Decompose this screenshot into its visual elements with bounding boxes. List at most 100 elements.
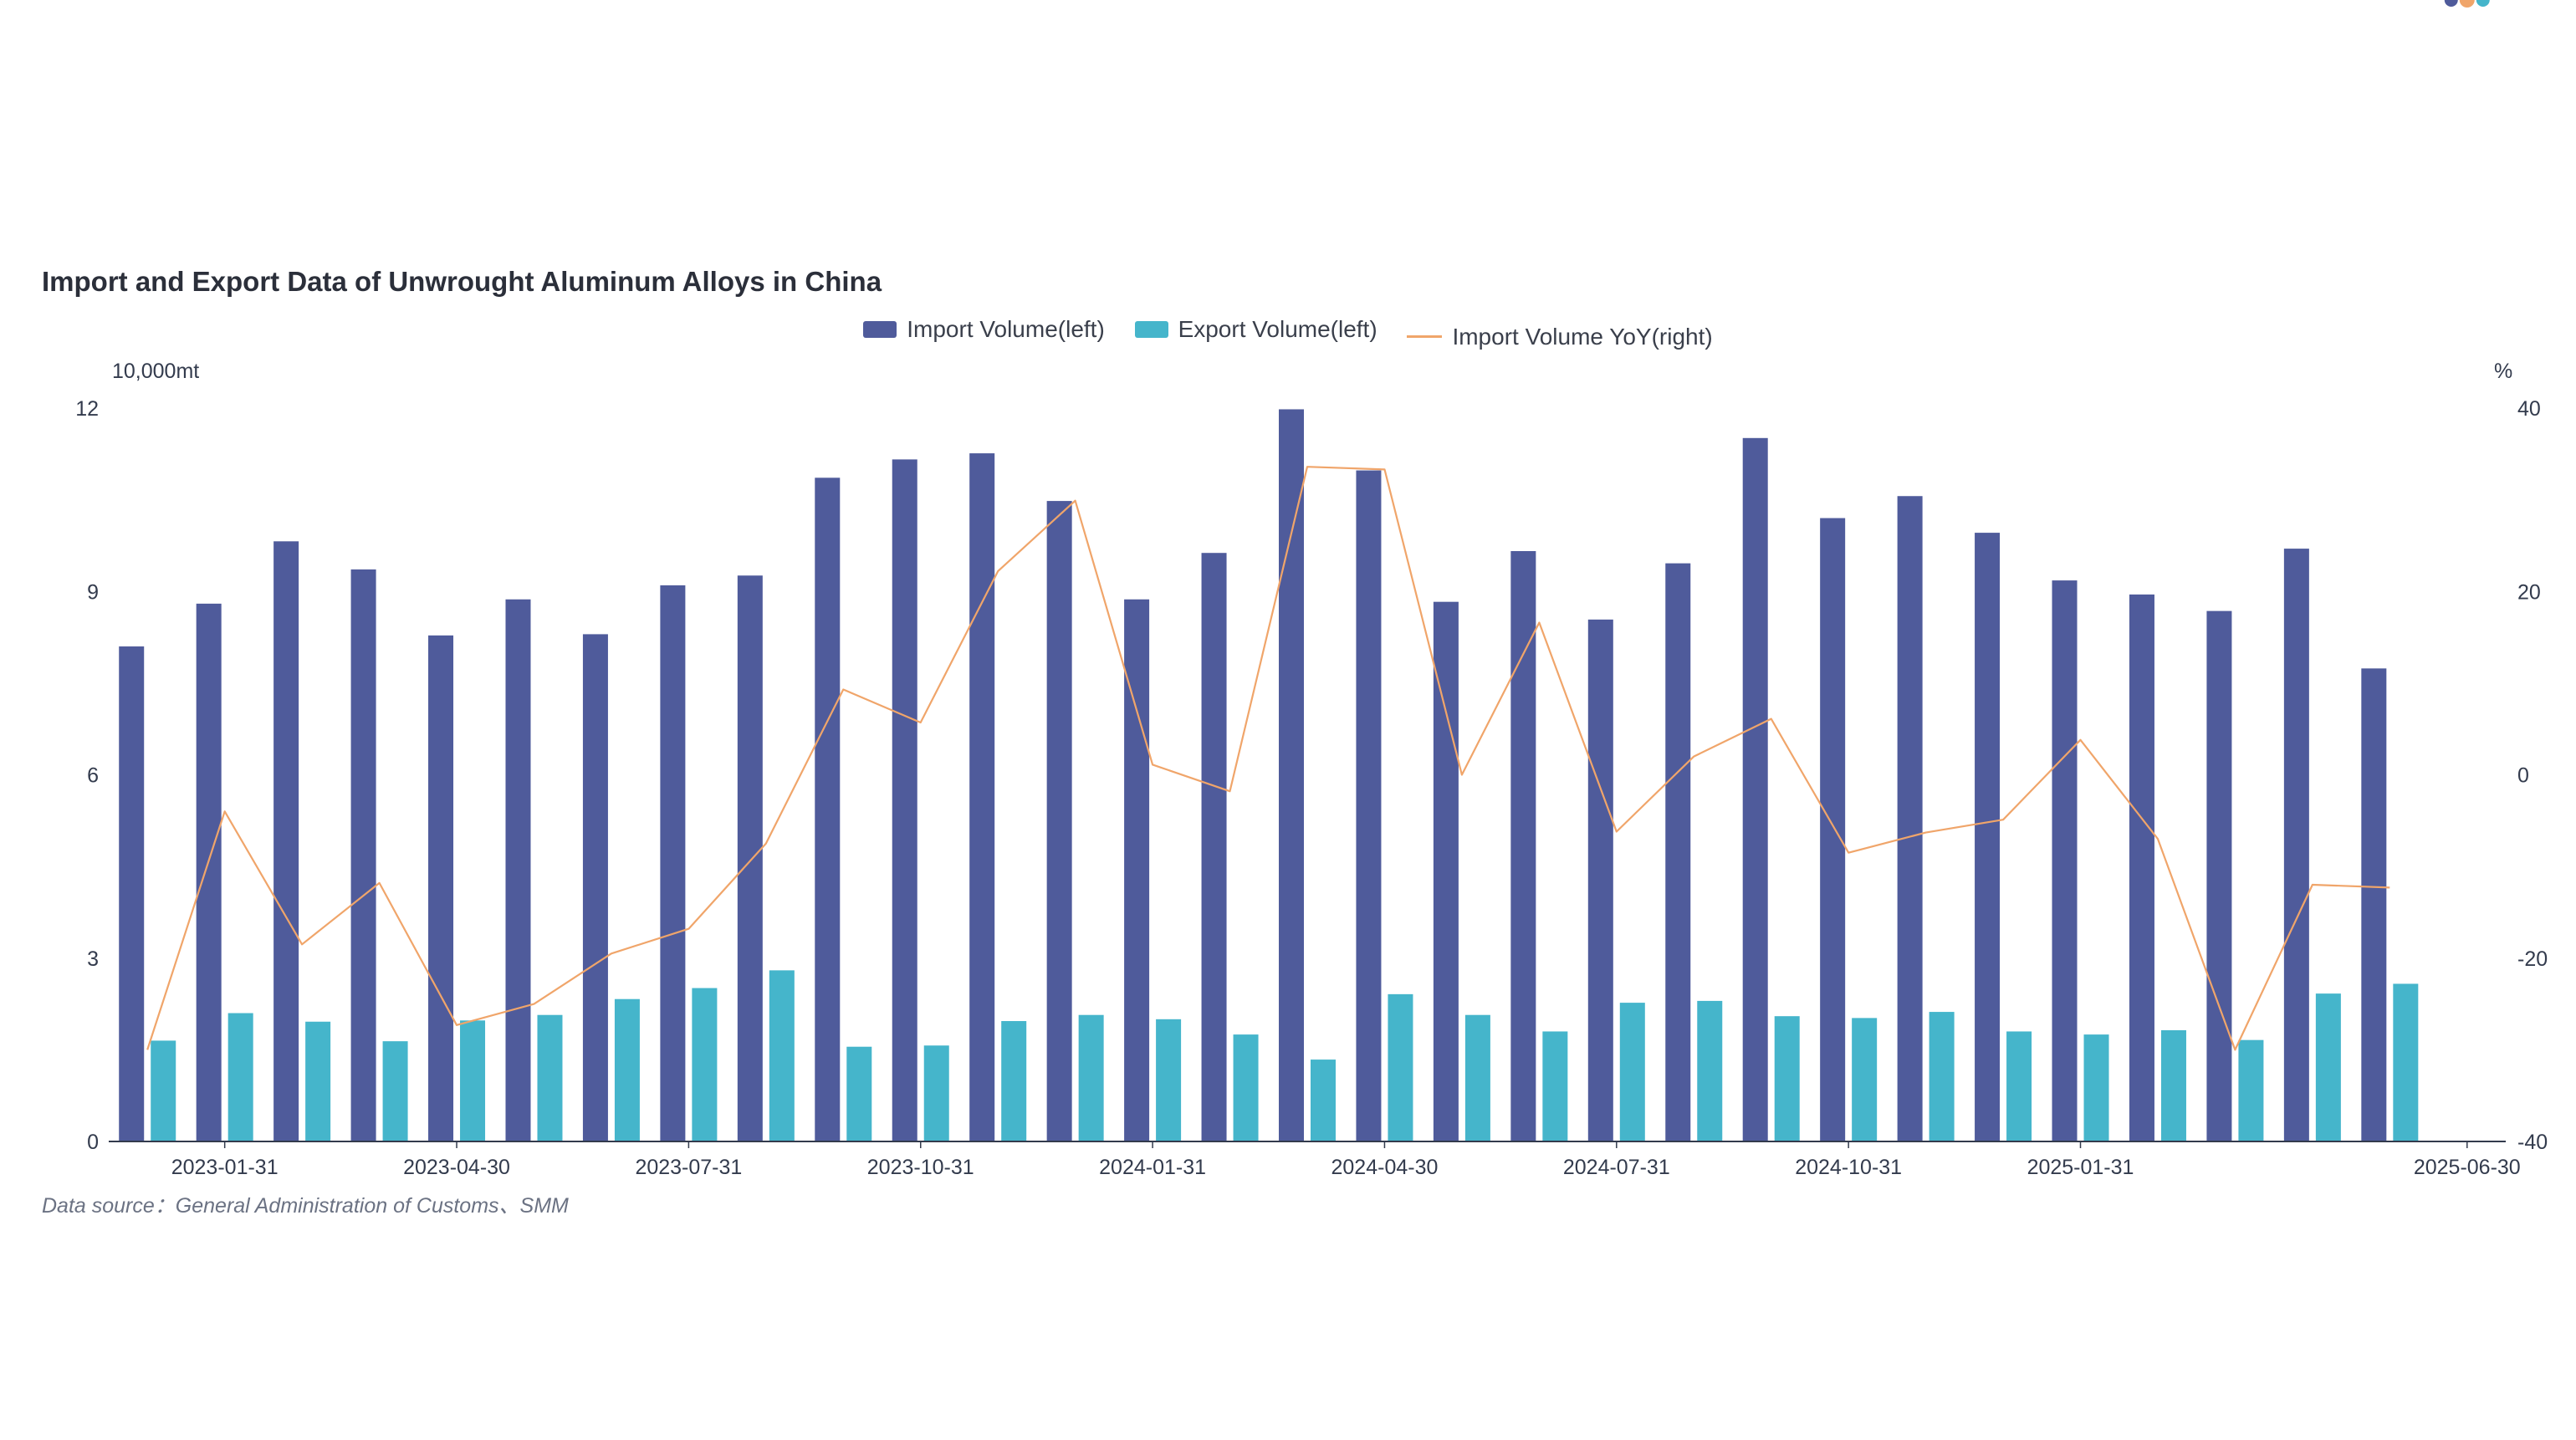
import-bar — [737, 575, 763, 1141]
export-bar — [2393, 983, 2419, 1141]
import-bar — [815, 477, 841, 1141]
y-right-unit: % — [2494, 360, 2512, 383]
yoy-last-point-marker — [2459, 0, 2475, 8]
import-bar — [1201, 553, 1227, 1141]
y-left-tick-label: 0 — [87, 1131, 99, 1154]
import-bar — [1046, 501, 1072, 1141]
import-bar — [969, 453, 995, 1141]
y-left-tick-label: 9 — [87, 580, 99, 604]
export-bar — [1619, 1003, 1645, 1141]
y-right-tick-label: -20 — [2517, 947, 2548, 971]
legend-swatch-export — [1134, 321, 1168, 338]
import-bar — [273, 541, 299, 1141]
y-right-tick-label: 0 — [2517, 764, 2529, 788]
y-right-tick-label: 20 — [2517, 580, 2541, 604]
legend-item-yoy[interactable]: Import Volume YoY(right) — [1407, 323, 1713, 350]
export-bar — [2238, 1039, 2264, 1141]
yoy-line — [146, 466, 2390, 1051]
y-left-tick-label: 6 — [87, 764, 99, 788]
x-tick-label: 2023-04-30 — [403, 1156, 510, 1179]
legend-item-export[interactable]: Export Volume(left) — [1134, 316, 1377, 343]
import-bar — [428, 635, 454, 1141]
import-bar — [350, 569, 376, 1141]
import-bar — [1356, 470, 1382, 1141]
import-bar — [505, 599, 531, 1141]
legend-label-yoy: Import Volume YoY(right) — [1452, 323, 1713, 350]
axes-layer: 0 3 6 9 12 -40 -20 0 20 40 2023-01-31 2023-04-30 202… — [75, 397, 2548, 1179]
x-tick-label: 2024-01-31 — [1099, 1156, 1206, 1179]
x-tick-label: 2023-10-31 — [867, 1156, 974, 1179]
export-bar — [1388, 993, 1413, 1141]
yoy-data-label: -12.31 — [2430, 0, 2490, 5]
import-bar — [2052, 580, 2078, 1141]
export-bar — [846, 1046, 872, 1141]
export-bar — [305, 1021, 331, 1141]
export-bar — [1697, 1000, 1723, 1141]
import-bar — [2361, 668, 2387, 1141]
import-bar — [1279, 409, 1304, 1141]
export-bar — [2160, 1029, 2186, 1141]
import-bar — [892, 459, 917, 1141]
export-bar — [227, 1013, 253, 1141]
export-bar — [692, 988, 718, 1141]
x-tick-label: 2024-04-30 — [1331, 1156, 1439, 1179]
y-left-tick-label: 3 — [87, 947, 99, 971]
export-bar — [460, 1020, 486, 1141]
import-bar — [1587, 619, 1613, 1141]
x-tick-label: 2024-07-31 — [1563, 1156, 1670, 1179]
import-bar — [1897, 496, 1923, 1141]
import-bar — [196, 603, 222, 1141]
export-bar — [1542, 1031, 1568, 1141]
export-bar — [769, 970, 795, 1141]
export-bar — [1001, 1021, 1027, 1141]
export-bar — [1774, 1016, 1800, 1141]
import-bar — [1433, 601, 1459, 1141]
legend: Import Volume(left) Export Volume(left) … — [0, 316, 2576, 350]
export-bar — [1311, 1060, 1336, 1141]
export-bar — [382, 1041, 408, 1141]
import-bar — [1742, 437, 1768, 1141]
export-bar — [537, 1014, 563, 1141]
import-bar — [1510, 551, 1536, 1141]
export-bar — [151, 1040, 176, 1141]
x-tick-label: 2025-06-30 — [2414, 1156, 2521, 1179]
x-tick-label: 2025-01-31 — [2027, 1156, 2134, 1179]
export-bar — [2083, 1034, 2109, 1141]
y-right-tick-label: 40 — [2517, 397, 2541, 421]
import-bar — [2129, 594, 2154, 1141]
legend-swatch-import — [863, 321, 897, 338]
x-tick-label: 2023-07-31 — [635, 1156, 742, 1179]
y-left-unit: 10,000mt — [112, 360, 199, 383]
export-bar — [1156, 1019, 1182, 1141]
x-tick-label: 2023-01-31 — [171, 1156, 279, 1179]
import-last-bar-marker — [2444, 0, 2458, 7]
import-bar — [1975, 533, 2001, 1141]
data-source: Data source：General Administration of Cu… — [42, 1194, 569, 1218]
export-bar — [1233, 1034, 1259, 1141]
import-bar — [2283, 549, 2309, 1141]
legend-item-import[interactable]: Import Volume(left) — [863, 316, 1105, 343]
export-bar — [1078, 1014, 1104, 1141]
y-right-tick-label: -40 — [2517, 1131, 2548, 1154]
data-labels-layer: 7.742.58-12.31 — [2430, 0, 2503, 8]
legend-label-export: Export Volume(left) — [1178, 316, 1377, 342]
export-bar — [1464, 1014, 1490, 1141]
yoy-line-layer — [146, 466, 2390, 1051]
import-bar — [582, 634, 608, 1141]
export-bar — [2006, 1031, 2032, 1141]
export-last-bar-marker — [2476, 0, 2490, 7]
import-bar — [660, 585, 686, 1141]
import-bar — [1820, 518, 1846, 1141]
export-bar — [2315, 993, 2341, 1141]
import-bar — [119, 646, 145, 1141]
x-tick-label: 2024-10-31 — [1795, 1156, 1902, 1179]
export-bar — [1852, 1018, 1878, 1141]
export-bar — [614, 998, 640, 1141]
import-bar — [1665, 563, 1691, 1141]
bars-layer — [119, 409, 2419, 1141]
export-bar — [1929, 1012, 1955, 1141]
export-bar — [923, 1045, 949, 1141]
legend-swatch-yoy — [1407, 335, 1443, 338]
